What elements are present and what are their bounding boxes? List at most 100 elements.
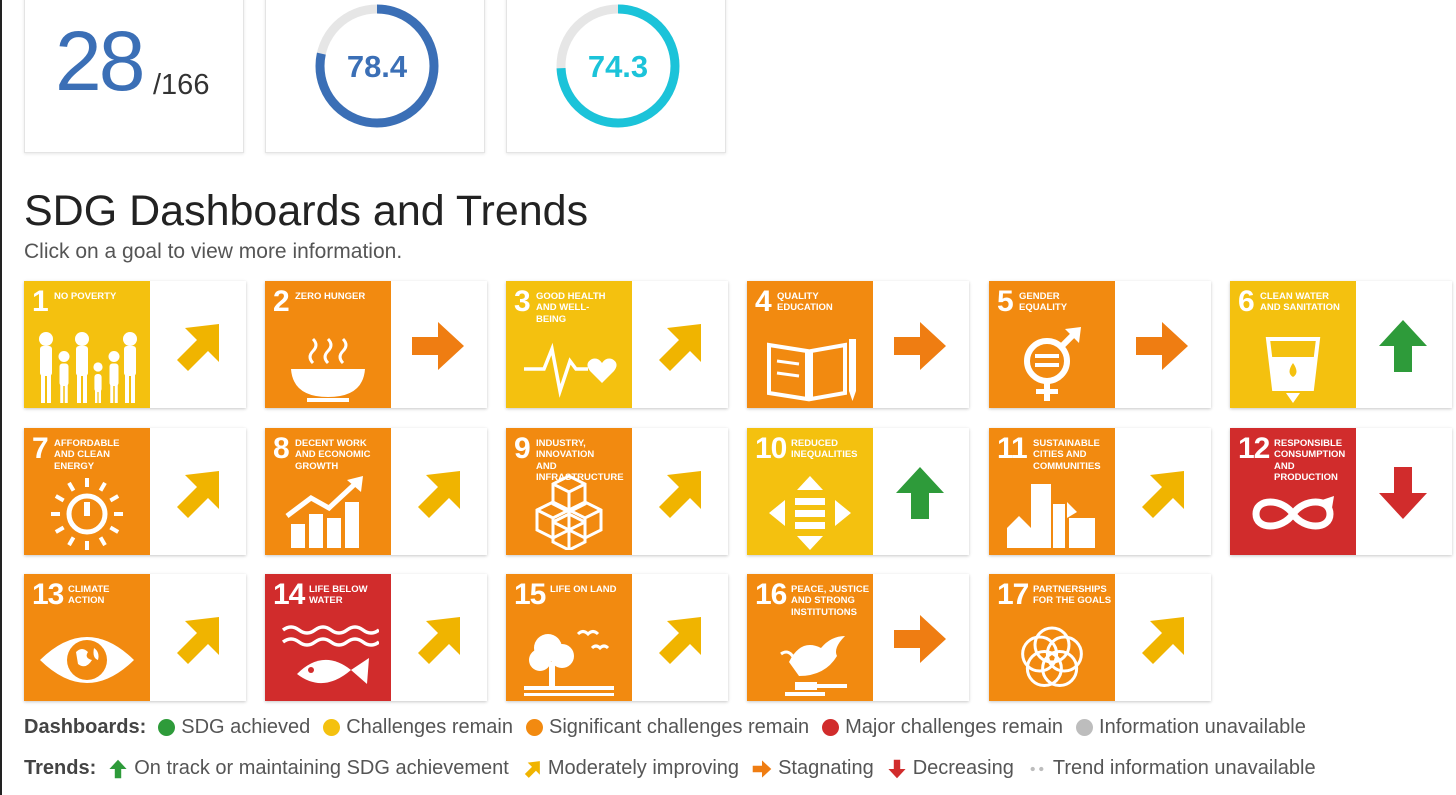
goal-title: Gender equality [1019, 291, 1068, 314]
arrow-diagonal-icon [1142, 471, 1184, 518]
arrow-right-icon [894, 322, 946, 370]
goal-tile-6[interactable]: 6 Clean water and sanitation [1230, 281, 1452, 408]
goal-tile-4[interactable]: 4 Quality education [747, 281, 969, 408]
goal-icon-box: 3 Good health and well-being [506, 281, 632, 408]
goal-number: 5 [997, 285, 1014, 318]
legend-text: On track or maintaining SDG achievement [134, 757, 509, 779]
arrow-diagonal-icon [659, 617, 701, 664]
goal-tile-16[interactable]: 16 Peace, justice and strong institutions [747, 574, 969, 701]
goal-number: 1 [32, 285, 49, 318]
goal-tile-14[interactable]: 14 Life below water [265, 574, 487, 701]
goal-tile-9[interactable]: 9 Industry, innovation and infrastructure [506, 428, 728, 555]
goal-icon-box: 4 Quality education [747, 281, 873, 408]
goal-number: 16 [755, 578, 787, 611]
score-value-1: 78.4 [347, 49, 408, 84]
goal-tile-11[interactable]: 11 Sustainable cities and communities [989, 428, 1211, 555]
goal-tile-17[interactable]: 17 Partnerships for the goals [989, 574, 1211, 701]
arrow-up-icon [896, 467, 944, 519]
family-icon [39, 332, 137, 403]
legend-text: SDG achieved [181, 716, 311, 738]
legend-stagnating: Stagnating [752, 757, 874, 780]
arrow-diagonal-icon [418, 617, 460, 664]
legend-on-track: On track or maintaining SDG achievement [108, 757, 509, 780]
arrow-up-icon [1379, 320, 1427, 372]
goal-icon-box: 10 Reduced inequalities [747, 428, 873, 555]
goal-icon-box: 5 Gender equality [989, 281, 1115, 408]
legend-major: Major challenges remain [822, 716, 1063, 739]
legend-unavailable: Information unavailable [1076, 716, 1306, 739]
goal-tile-13[interactable]: 13 Climate action [24, 574, 246, 701]
goal-tile-7[interactable]: 7 Affordable and clean energy [24, 428, 246, 555]
infinity-icon [1252, 496, 1334, 530]
sun-power-icon [51, 478, 123, 550]
goal-icon-box: 1 No poverty [24, 281, 150, 408]
goal-tile-12[interactable]: 12 Responsible consumption and production [1230, 428, 1452, 555]
goal-tile-1[interactable]: 1 No poverty [24, 281, 246, 408]
city-icon [1007, 484, 1095, 548]
goal-tile-2[interactable]: 2 Zero hunger [265, 281, 487, 408]
arrow-right-icon [412, 322, 464, 370]
legend-text: Moderately improving [547, 757, 740, 779]
rank-total: /166 [153, 69, 210, 101]
goal-number: 10 [755, 432, 787, 465]
goal-icon-box: 6 Clean water and sanitation [1230, 281, 1356, 408]
arrow-up-icon [109, 759, 127, 778]
goal-title: Life below water [309, 584, 368, 607]
legend-text: Challenges remain [346, 716, 513, 738]
arrow-diagonal-icon [524, 760, 540, 778]
goal-tile-8[interactable]: 8 Decent work and economic growth [265, 428, 487, 555]
goal-title: Good health and well-being [536, 291, 606, 325]
goal-tile-5[interactable]: 5 Gender equality [989, 281, 1211, 408]
arrow-diagonal-icon [1142, 617, 1184, 664]
goal-tile-15[interactable]: 15 Life on land [506, 574, 728, 701]
goal-icon-box: 9 Industry, innovation and infrastructure [506, 428, 632, 555]
section-subtitle: Click on a goal to view more information… [24, 240, 403, 263]
goal-icon-box: 14 Life below water [265, 574, 391, 701]
goal-number: 14 [273, 578, 305, 611]
orange-dot-icon [525, 719, 543, 736]
rank-value: 28 [55, 14, 145, 108]
goal-number: 2 [273, 285, 290, 318]
legend-achieved: SDG achieved [158, 716, 310, 739]
legend-text: Major challenges remain [845, 716, 1064, 738]
legend-decreasing: Decreasing [887, 757, 1014, 780]
goal-title: Quality education [777, 291, 833, 314]
goal-title: Sustainable cities and communities [1033, 438, 1101, 472]
goal-icon-box: 8 Decent work and economic growth [265, 428, 391, 555]
fish-icon [281, 625, 379, 684]
goal-title: Decent work and economic growth [295, 438, 371, 472]
grey-dot-icon [1076, 719, 1094, 736]
legend-challenges: Challenges remain [323, 716, 513, 739]
dashboards-legend: Dashboards: SDG achieved Challenges rema… [24, 716, 1319, 739]
goal-tile-3[interactable]: 3 Good health and well-being [506, 281, 728, 408]
goal-tile-10[interactable]: 10 Reduced inequalities [747, 428, 969, 555]
goal-number: 3 [514, 285, 531, 318]
green-dot-icon [158, 719, 176, 736]
score-card-2: 74.3 [506, 0, 726, 153]
legend-text: Information unavailable [1099, 716, 1306, 738]
goal-number: 8 [273, 432, 290, 465]
eye-globe-icon [40, 637, 134, 683]
red-dot-icon [822, 719, 840, 736]
water-glass-icon [1265, 337, 1321, 403]
arrow-diagonal-icon [177, 471, 219, 518]
book-icon [767, 339, 856, 402]
dashboards-legend-label: Dashboards: [24, 716, 147, 738]
arrow-diagonal-icon [659, 471, 701, 518]
bowl-icon [291, 337, 365, 402]
goal-number: 9 [514, 432, 531, 465]
arrow-down-icon [1379, 467, 1427, 519]
legend-significant: Significant challenges remain [525, 716, 809, 739]
left-border [0, 0, 2, 795]
score-ring-2: 74.3 [556, 4, 680, 128]
legend-text: Decreasing [912, 757, 1014, 779]
rings-icon [1021, 626, 1083, 688]
rank-card: 28 /166 [24, 0, 244, 153]
goal-number: 13 [32, 578, 64, 611]
goal-icon-box: 15 Life on land [506, 574, 632, 701]
cubes-icon [535, 474, 603, 550]
goal-title: Industry, innovation and infrastructure [536, 438, 624, 484]
goal-icon-box: 17 Partnerships for the goals [989, 574, 1115, 701]
goal-title: Zero hunger [295, 291, 366, 302]
goal-title: No poverty [54, 291, 117, 302]
